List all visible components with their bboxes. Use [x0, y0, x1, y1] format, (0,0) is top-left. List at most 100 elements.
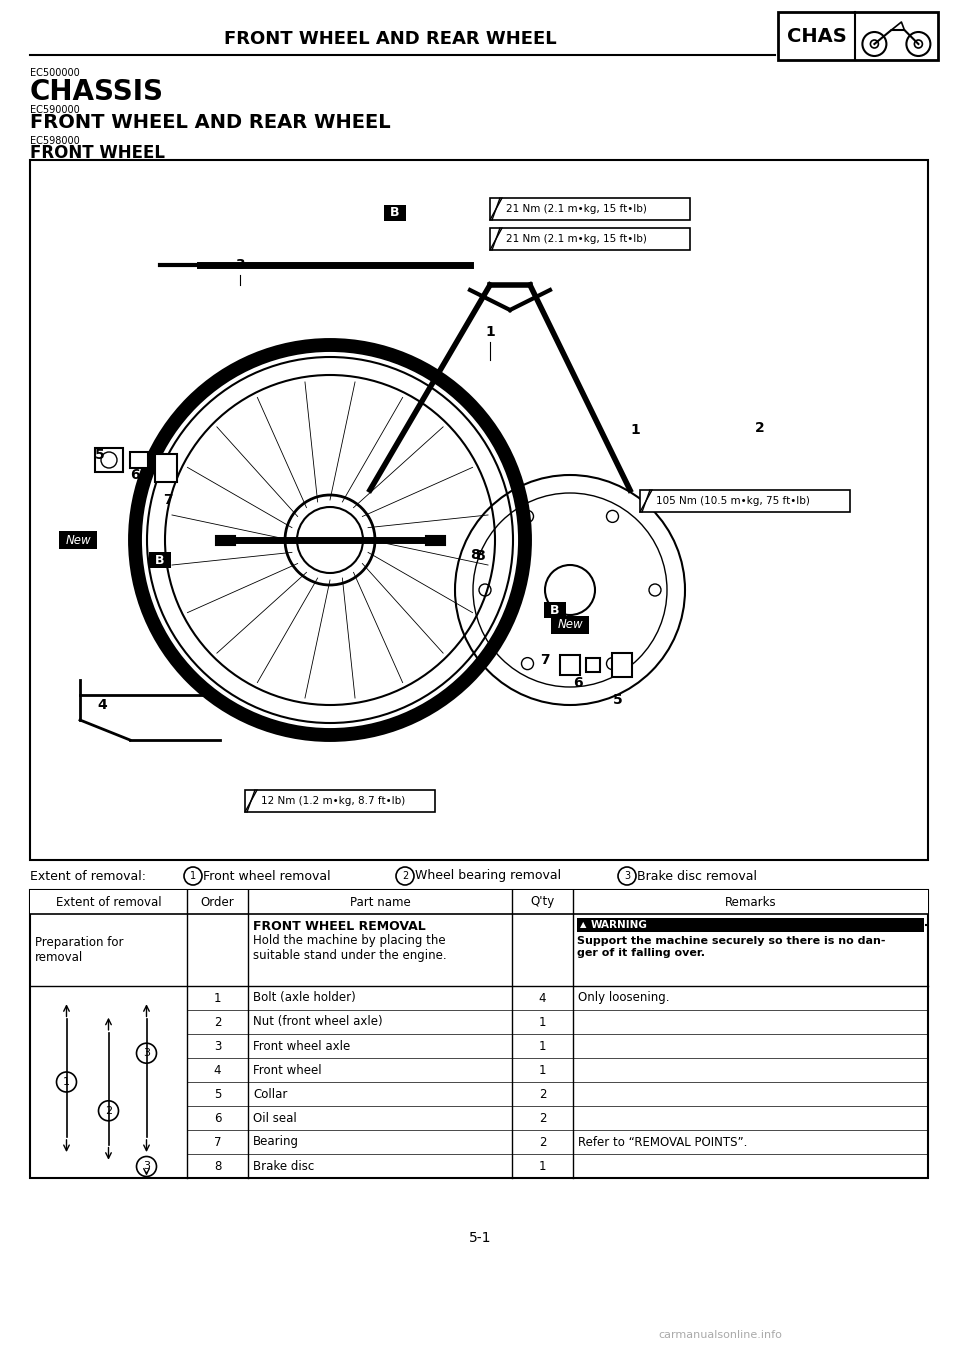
Bar	[560, 655, 580, 675]
Text: EC598000: EC598000	[30, 136, 80, 147]
Text: 4: 4	[214, 1063, 221, 1077]
Text: 5: 5	[613, 693, 623, 708]
Bar	[30, 889, 928, 1177]
Text: Preparation for
removal: Preparation for removal	[35, 936, 124, 964]
Text: 6: 6	[573, 676, 583, 690]
Text: 1: 1	[190, 870, 196, 881]
Circle shape	[618, 866, 636, 885]
Text: Hold the machine by placing the
suitable stand under the engine.: Hold the machine by placing the suitable…	[253, 934, 446, 961]
Text: 21 Nm (2.1 m•kg, 15 ft•lb): 21 Nm (2.1 m•kg, 15 ft•lb)	[506, 204, 647, 215]
Text: Wheel bearing removal: Wheel bearing removal	[415, 869, 562, 883]
Bar	[149, 551, 171, 568]
Text: 8: 8	[470, 549, 480, 562]
Bar	[384, 205, 406, 221]
Text: 2: 2	[214, 1016, 221, 1028]
Bar	[30, 160, 928, 860]
Circle shape	[184, 866, 202, 885]
Text: Collar: Collar	[253, 1088, 287, 1100]
Bar	[59, 531, 97, 549]
Text: carmanualsonline.info: carmanualsonline.info	[658, 1329, 782, 1340]
Bar	[130, 452, 148, 469]
Text: CHAS: CHAS	[786, 27, 847, 46]
Circle shape	[396, 866, 414, 885]
Text: New: New	[65, 534, 91, 546]
Text: 3: 3	[143, 1161, 150, 1172]
Text: EC590000: EC590000	[30, 105, 80, 115]
Circle shape	[136, 1157, 156, 1176]
Text: 7: 7	[163, 493, 173, 507]
Bar	[778, 12, 938, 60]
Bar	[640, 490, 850, 512]
Bar	[551, 617, 589, 634]
Text: FRONT WHEEL: FRONT WHEEL	[30, 144, 165, 162]
Circle shape	[57, 1071, 77, 1092]
Text: 2: 2	[539, 1111, 546, 1124]
Text: FRONT WHEEL REMOVAL: FRONT WHEEL REMOVAL	[253, 919, 425, 933]
Text: 2: 2	[539, 1088, 546, 1100]
Text: New: New	[557, 618, 583, 631]
Text: Remarks: Remarks	[725, 895, 777, 909]
Bar	[612, 653, 632, 678]
Text: 1: 1	[485, 325, 494, 340]
Text: 3: 3	[624, 870, 630, 881]
Text: ▲: ▲	[580, 921, 587, 929]
Text: Refer to “REMOVAL POINTS”.: Refer to “REMOVAL POINTS”.	[578, 1135, 748, 1149]
Text: 8: 8	[475, 549, 485, 564]
Text: 1: 1	[63, 1077, 70, 1086]
Text: 3: 3	[214, 1039, 221, 1052]
Text: 3: 3	[235, 258, 245, 272]
Bar	[490, 228, 690, 250]
Text: 7: 7	[540, 653, 550, 667]
Text: 1: 1	[539, 1039, 546, 1052]
Circle shape	[136, 1043, 156, 1063]
Bar	[490, 198, 690, 220]
Text: WARNING: WARNING	[591, 919, 648, 930]
Text: 5-1: 5-1	[468, 1230, 492, 1245]
Text: Q'ty: Q'ty	[530, 895, 555, 909]
Text: 1: 1	[539, 1063, 546, 1077]
Text: Part name: Part name	[349, 895, 410, 909]
Text: 2: 2	[402, 870, 408, 881]
Text: Only loosening.: Only loosening.	[578, 991, 669, 1005]
Text: 6: 6	[131, 469, 140, 482]
Text: 6: 6	[214, 1111, 221, 1124]
Text: Bolt (axle holder): Bolt (axle holder)	[253, 991, 356, 1005]
Text: 2: 2	[756, 421, 765, 435]
Bar	[30, 889, 928, 914]
Bar	[586, 659, 600, 672]
Text: B: B	[156, 554, 165, 566]
Text: Extent of removal:: Extent of removal:	[30, 869, 146, 883]
Text: Oil seal: Oil seal	[253, 1111, 297, 1124]
Text: 1: 1	[214, 991, 221, 1005]
Text: Support the machine securely so there is no dan-
ger of it falling over.: Support the machine securely so there is…	[577, 936, 885, 957]
Text: Brake disc removal: Brake disc removal	[637, 869, 757, 883]
Text: FRONT WHEEL AND REAR WHEEL: FRONT WHEEL AND REAR WHEEL	[30, 113, 391, 132]
Text: 4: 4	[97, 698, 107, 712]
Text: Extent of removal: Extent of removal	[56, 895, 161, 909]
Text: 1: 1	[630, 422, 640, 437]
Text: Brake disc: Brake disc	[253, 1160, 314, 1172]
Text: 2: 2	[105, 1105, 112, 1116]
Text: Bearing: Bearing	[253, 1135, 299, 1149]
Circle shape	[99, 1101, 118, 1120]
Text: 5: 5	[214, 1088, 221, 1100]
Text: 7: 7	[214, 1135, 221, 1149]
Text: Front wheel axle: Front wheel axle	[253, 1039, 350, 1052]
Bar	[155, 454, 177, 482]
Text: 1: 1	[539, 1016, 546, 1028]
Text: Nut (front wheel axle): Nut (front wheel axle)	[253, 1016, 383, 1028]
Text: 1: 1	[539, 1160, 546, 1172]
Text: 2: 2	[539, 1135, 546, 1149]
Text: 105 Nm (10.5 m•kg, 75 ft•lb): 105 Nm (10.5 m•kg, 75 ft•lb)	[656, 496, 810, 507]
Bar	[245, 790, 435, 812]
Text: Order: Order	[201, 895, 234, 909]
Bar	[95, 448, 123, 473]
Bar	[577, 918, 924, 932]
Text: CHASSIS: CHASSIS	[30, 77, 164, 106]
Circle shape	[101, 452, 117, 469]
Text: 3: 3	[143, 1048, 150, 1058]
Bar	[544, 602, 566, 618]
Text: B: B	[550, 603, 560, 617]
Text: Front wheel removal: Front wheel removal	[203, 869, 330, 883]
Text: 8: 8	[214, 1160, 221, 1172]
